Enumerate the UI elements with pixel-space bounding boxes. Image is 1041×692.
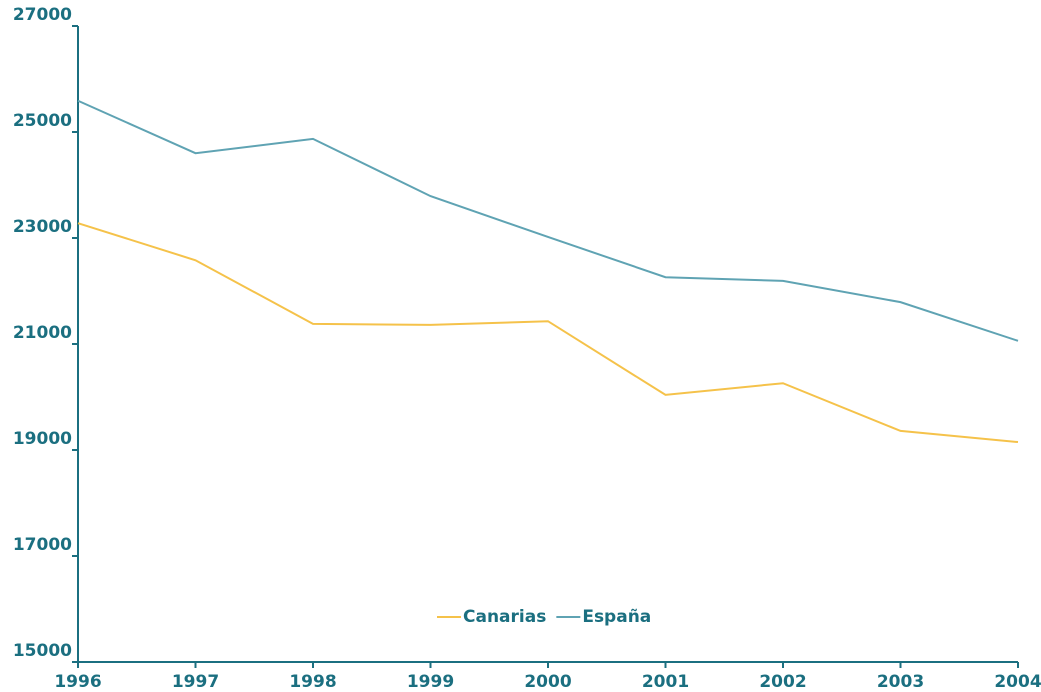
y-tick-label: 23000 [13, 217, 72, 237]
x-tick-label: 2003 [877, 672, 924, 692]
y-tick-label: 27000 [13, 5, 72, 25]
line-series [77, 99, 1019, 342]
x-tick-label: 1999 [407, 672, 454, 692]
y-tick-label: 17000 [13, 535, 72, 555]
y-tick-label: 25000 [13, 111, 72, 131]
y-tick-label: 19000 [13, 429, 72, 449]
x-tick-label: 1998 [289, 672, 336, 692]
y-tick-label: 15000 [13, 641, 72, 661]
x-tick-label: 2004 [994, 672, 1041, 692]
legend-label: España [582, 607, 651, 627]
x-tick-label: 1997 [172, 672, 219, 692]
x-tick-label: 1996 [54, 672, 101, 692]
x-tick-label: 2000 [524, 672, 571, 692]
y-tick-label: 21000 [13, 323, 72, 343]
legend-label: Canarias [463, 607, 546, 627]
x-tick-label: 2001 [642, 672, 689, 692]
x-tick-label: 2002 [759, 672, 806, 692]
line-series [77, 222, 1019, 444]
